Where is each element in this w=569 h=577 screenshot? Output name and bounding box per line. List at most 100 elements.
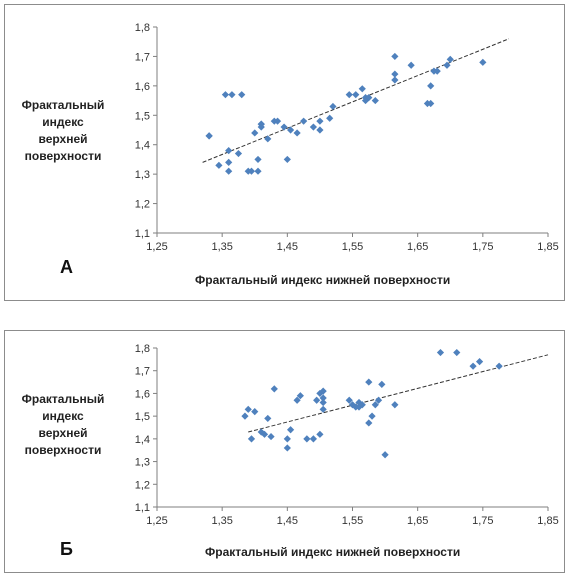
data-point	[368, 412, 376, 420]
data-point	[316, 117, 324, 125]
data-point	[309, 435, 317, 443]
data-point	[293, 396, 301, 404]
y-axis-label: Фрактальный индекс верхней поверхности	[13, 391, 113, 459]
y-tick-label: 1,6	[135, 81, 150, 93]
x-tick-label: 1,35	[211, 515, 232, 527]
y-tick-label: 1,5	[135, 110, 150, 122]
data-point	[371, 401, 379, 409]
data-point	[479, 58, 487, 66]
data-point	[326, 114, 334, 122]
y-tick-label: 1,1	[135, 228, 150, 240]
data-point	[296, 392, 304, 400]
y-tick-label: 1,1	[135, 502, 150, 514]
data-point	[358, 401, 366, 409]
data-point	[254, 155, 262, 164]
data-point	[205, 132, 213, 140]
panel-label: А	[60, 257, 73, 277]
data-point	[225, 167, 233, 175]
y-tick-label: 1,7	[135, 366, 150, 378]
data-point	[358, 85, 366, 93]
data-point	[283, 155, 291, 164]
data-point	[371, 96, 379, 105]
data-point	[345, 396, 353, 404]
data-point	[244, 405, 252, 413]
y-tick-label: 1,3	[135, 457, 150, 469]
y-axis-label: Фрактальный индекс верхней поверхности	[13, 97, 113, 165]
y-tick-label: 1,2	[135, 199, 150, 211]
y-tick-label: 1,6	[135, 388, 150, 400]
scatter-plot-b: 1,1 1,2 1,3 1,4 1,5 1,6 1,7 1,8 1,25 1,35 1,45 1,55…	[135, 343, 559, 527]
data-point	[329, 102, 337, 111]
chart-panel-a: Фрактальный индекс верхней поверхности 1…	[4, 4, 565, 301]
data-point	[319, 394, 327, 402]
y-tick-label: 1,4	[135, 434, 150, 446]
x-tick-label: 1,25	[146, 515, 167, 527]
data-point	[316, 430, 324, 438]
data-point	[264, 414, 272, 423]
data-point	[303, 435, 311, 443]
data-point	[267, 432, 275, 441]
data-point	[221, 91, 230, 99]
data-point	[286, 126, 295, 134]
panel-label: Б	[60, 539, 73, 559]
data-point	[391, 70, 399, 78]
x-axis-label: Фрактальный индекс нижней поверхности	[205, 545, 461, 559]
y-axis-label-line: поверхности	[24, 443, 102, 457]
data-point	[352, 91, 360, 99]
data-point	[316, 126, 324, 134]
data-point	[433, 67, 441, 75]
data-point	[251, 408, 259, 416]
data-point	[254, 167, 262, 175]
data-point	[391, 401, 399, 409]
data-point	[313, 396, 321, 404]
data-point	[345, 91, 353, 99]
data-point	[215, 161, 223, 169]
x-tick-label: 1,55	[342, 515, 363, 527]
x-tick-label: 1,65	[407, 515, 428, 527]
y-axis-label-line: поверхности	[24, 149, 102, 163]
data-point	[365, 419, 373, 427]
x-tick-label: 1,25	[146, 241, 167, 253]
data-point	[495, 362, 503, 370]
y-axis-label-line: верхней	[38, 132, 88, 146]
trendline	[248, 354, 549, 433]
y-tick-label: 1,7	[135, 51, 150, 63]
data-point	[234, 149, 243, 158]
data-point	[365, 378, 373, 386]
data-point	[283, 435, 291, 443]
data-point	[319, 398, 327, 407]
data-point	[247, 167, 256, 175]
data-point	[228, 91, 236, 99]
data-point	[241, 412, 249, 420]
data-point	[427, 99, 435, 108]
x-tick-label: 1,75	[472, 515, 493, 527]
y-tick-label: 1,3	[135, 169, 150, 181]
data-point	[273, 117, 282, 125]
x-tick-label: 1,55	[342, 241, 363, 253]
data-point	[469, 362, 477, 370]
data-point	[270, 385, 278, 393]
data-point	[257, 428, 265, 436]
data-point	[378, 380, 386, 388]
data-point	[293, 129, 301, 137]
y-axis-label-line: Фрактальный	[21, 98, 105, 112]
data-point	[286, 426, 295, 434]
x-tick-label: 1,65	[407, 241, 428, 253]
data-point	[443, 61, 451, 69]
chart-panel-b: Фрактальный индекс верхней поверхности 1…	[4, 330, 565, 573]
x-tick-label: 1,45	[277, 241, 298, 253]
data-point	[247, 435, 256, 443]
trendline	[202, 38, 510, 163]
x-tick-label: 1,45	[277, 515, 298, 527]
x-tick-label: 1,85	[537, 241, 558, 253]
data-point	[374, 396, 383, 404]
data-point	[251, 129, 259, 137]
y-tick-label: 1,5	[135, 411, 150, 423]
x-axis-label: Фрактальный индекс нижней поверхности	[195, 273, 451, 287]
data-point	[391, 52, 399, 61]
data-point	[309, 123, 317, 131]
data-point	[365, 94, 373, 102]
data-point	[391, 76, 399, 84]
data-point	[436, 348, 445, 357]
data-point	[225, 158, 233, 166]
